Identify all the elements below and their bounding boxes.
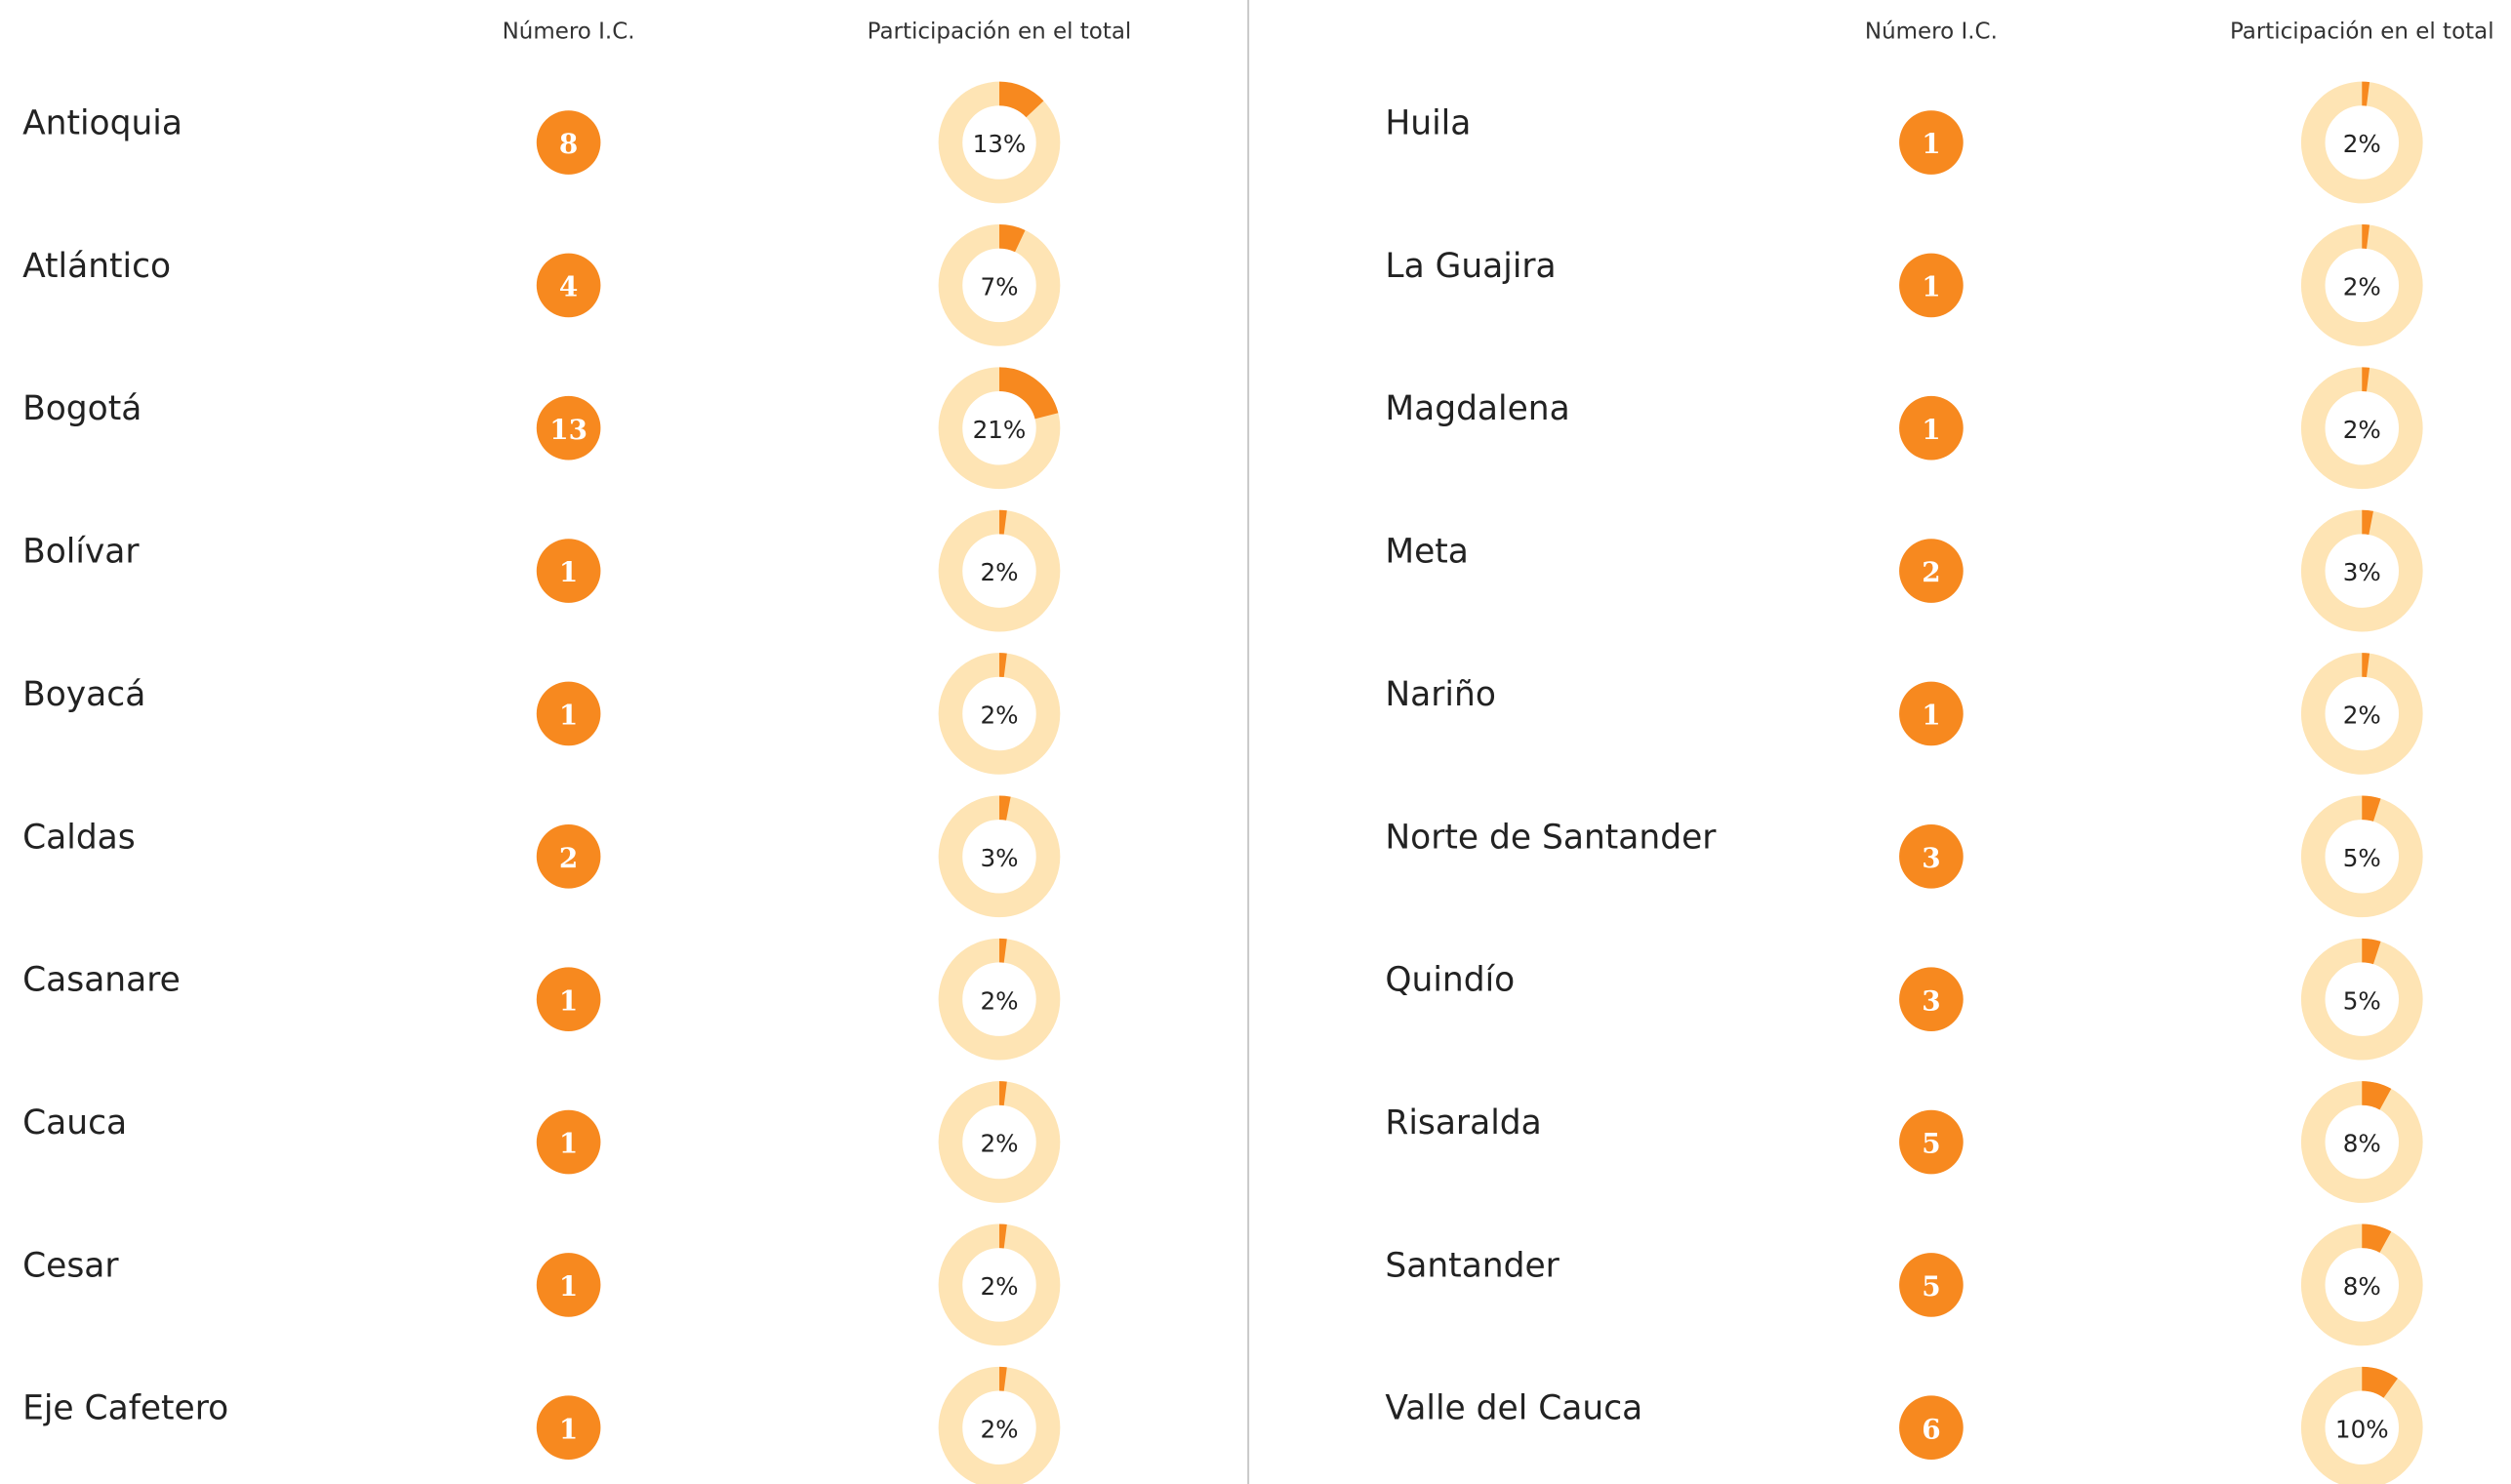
count-value: 2 — [559, 842, 578, 874]
share-label: 2% — [980, 702, 1018, 730]
count-value: 8 — [559, 128, 578, 160]
count-value: 5 — [1922, 1128, 1940, 1160]
count-badge — [1899, 1109, 1964, 1175]
share-label: 2% — [980, 558, 1018, 586]
region-name: Valle del Cauca — [1385, 1389, 1642, 1428]
region-name: Bogotá — [22, 389, 142, 428]
region-name: Quindío — [1385, 961, 1515, 1000]
region-name: La Guajira — [1385, 247, 1556, 286]
region-name: Cesar — [22, 1246, 119, 1285]
count-value: 5 — [1922, 1270, 1940, 1303]
column-header: Participación en el total — [2230, 19, 2494, 44]
region-name: Magdalena — [1385, 389, 1569, 428]
count-badge — [536, 110, 601, 175]
share-label: 5% — [2343, 986, 2381, 1015]
count-value: 1 — [559, 1128, 578, 1160]
region-name: Risaralda — [1385, 1103, 1541, 1143]
share-label: 7% — [980, 273, 1018, 301]
count-badge — [1899, 395, 1964, 461]
count-value: 1 — [559, 1270, 578, 1303]
count-badge — [1899, 967, 1964, 1031]
count-badge — [536, 539, 601, 603]
count-value: 1 — [1922, 128, 1940, 160]
count-badge — [536, 395, 601, 461]
region-name: Eje Cafetero — [22, 1389, 228, 1428]
donut-arc — [2361, 1223, 2392, 1254]
share-label: 2% — [2343, 702, 2381, 730]
count-badge — [1899, 824, 1964, 889]
column-header: Número I.C. — [1865, 19, 1998, 44]
share-label: 10% — [2335, 1415, 2389, 1443]
count-badge — [1899, 681, 1964, 746]
count-badge — [1899, 110, 1964, 175]
donut-arc — [998, 795, 1011, 821]
donut-arc — [2361, 1366, 2398, 1399]
count-value: 13 — [549, 414, 587, 446]
count-value: 1 — [559, 984, 578, 1017]
count-badge — [536, 967, 601, 1031]
column-header: Número I.C. — [503, 19, 635, 44]
share-label: 8% — [2343, 1272, 2381, 1301]
count-badge — [536, 1395, 601, 1461]
count-badge — [536, 824, 601, 889]
region-name: Cauca — [22, 1103, 127, 1143]
donut-arc — [2361, 795, 2381, 822]
count-badge — [1899, 1253, 1964, 1317]
share-label: 2% — [2343, 416, 2381, 444]
share-label: 2% — [980, 1272, 1018, 1301]
share-label: 3% — [980, 844, 1018, 872]
region-name: Boyacá — [22, 675, 145, 714]
share-label: 5% — [2343, 844, 2381, 872]
count-value: 4 — [559, 271, 578, 303]
share-label: 2% — [2343, 273, 2381, 301]
count-badge — [1899, 1395, 1964, 1461]
count-badge — [1899, 539, 1964, 603]
count-value: 1 — [1922, 271, 1940, 303]
share-label: 2% — [980, 986, 1018, 1015]
donut-arc — [2361, 1081, 2392, 1110]
region-name: Antioquia — [22, 103, 182, 142]
region-name: Bolívar — [22, 533, 140, 572]
count-value: 1 — [1922, 700, 1940, 732]
region-name: Huila — [1385, 103, 1471, 142]
count-value: 3 — [1922, 842, 1940, 874]
region-name: Norte de Santander — [1385, 818, 1717, 857]
region-name: Atlántico — [22, 247, 171, 286]
count-value: 1 — [559, 1413, 578, 1445]
share-label: 3% — [2343, 558, 2381, 586]
region-name: Casanare — [22, 961, 181, 1000]
count-value: 2 — [1922, 556, 1940, 588]
count-badge — [536, 1253, 601, 1317]
count-badge — [1899, 253, 1964, 318]
count-badge — [536, 1109, 601, 1175]
donut-arc — [998, 367, 1059, 420]
share-label: 8% — [2343, 1130, 2381, 1158]
donut-arc — [2361, 509, 2373, 536]
count-value: 6 — [1922, 1413, 1940, 1445]
region-name: Caldas — [22, 818, 136, 857]
count-value: 3 — [1922, 984, 1940, 1017]
region-name: Meta — [1385, 533, 1469, 572]
share-label: 2% — [980, 1130, 1018, 1158]
count-value: 1 — [559, 556, 578, 588]
column-header: Participación en el total — [868, 19, 1132, 44]
count-badge — [536, 681, 601, 746]
count-value: 1 — [1922, 414, 1940, 446]
share-label: 2% — [2343, 130, 2381, 158]
region-name: Nariño — [1385, 675, 1496, 714]
share-label: 2% — [980, 1415, 1018, 1443]
count-value: 1 — [559, 700, 578, 732]
donut-arc — [998, 224, 1026, 253]
donut-arc — [998, 81, 1044, 118]
donut-arc — [2361, 938, 2381, 965]
share-label: 21% — [973, 416, 1027, 444]
share-label: 13% — [973, 130, 1027, 158]
region-name: Santander — [1385, 1246, 1559, 1285]
count-badge — [536, 253, 601, 318]
